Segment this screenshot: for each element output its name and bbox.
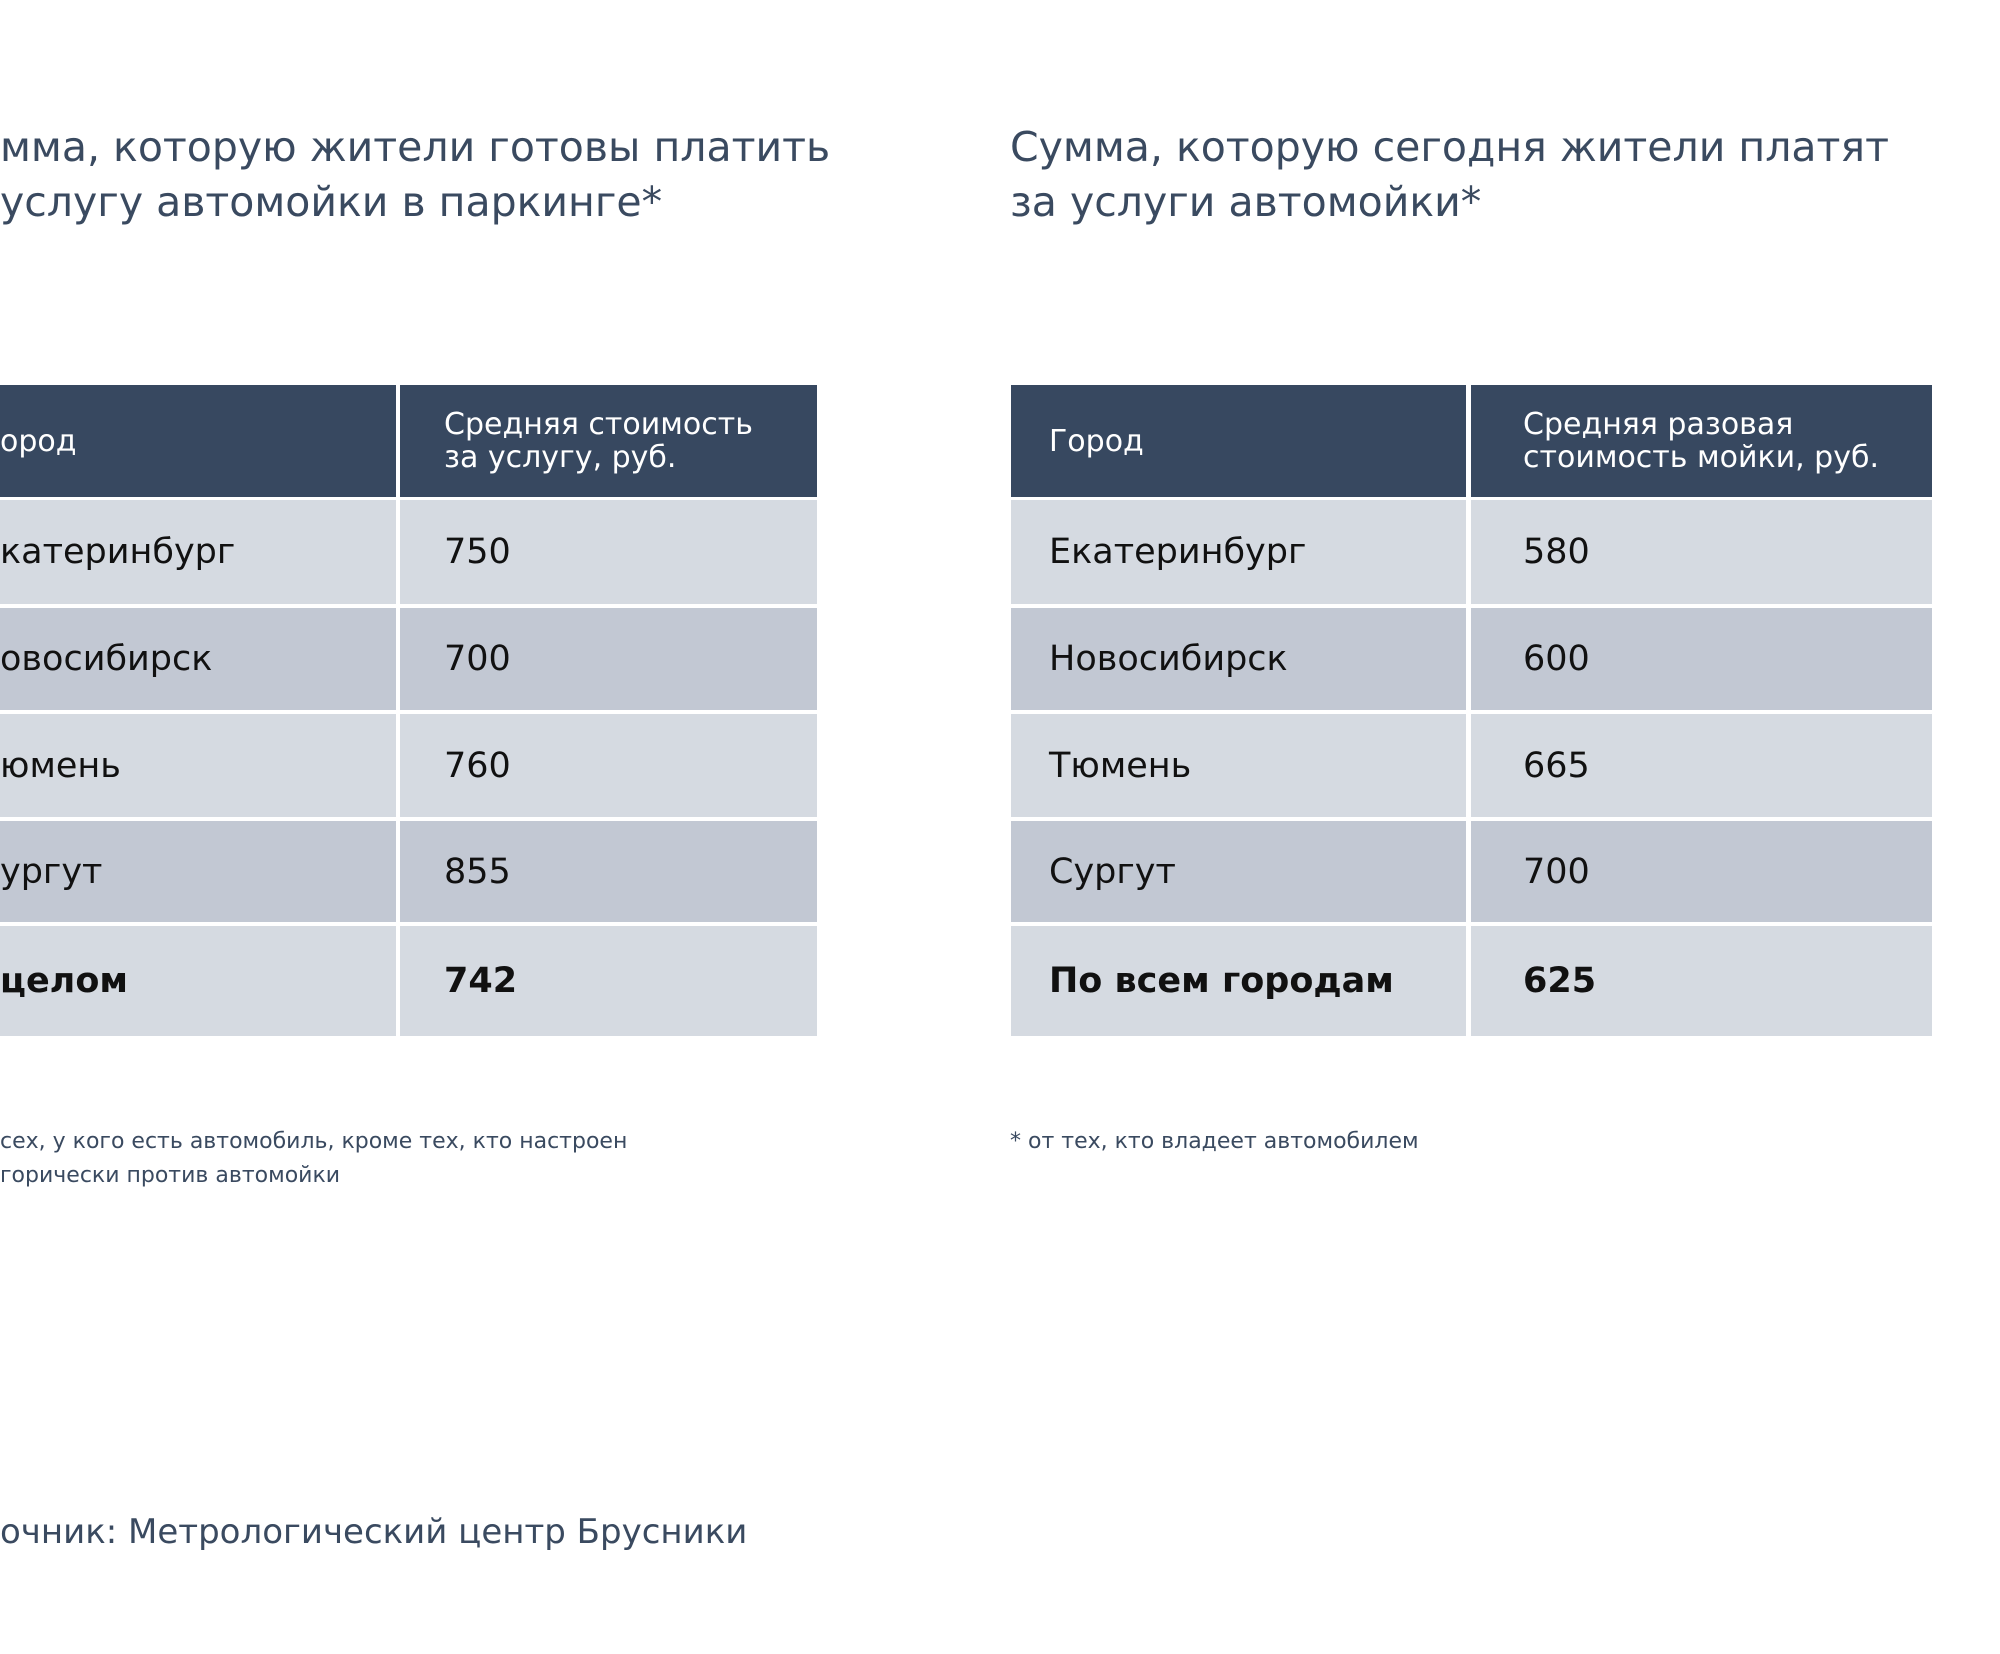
value-cell: 600	[1471, 608, 1932, 710]
value-cell: 855	[400, 821, 817, 922]
header-cell: Город	[1011, 385, 1466, 497]
footnote: сех, у кого есть автомобиль, кроме тех, …	[0, 1129, 628, 1154]
title: услугу автомойки в паркинге*	[0, 178, 663, 226]
value-cell: 700	[400, 608, 817, 710]
header-cell: ород	[0, 385, 396, 497]
city-cell: Тюмень	[1011, 714, 1466, 817]
city-cell: целом	[0, 926, 396, 1036]
city-cell: Новосибирск	[1011, 608, 1466, 710]
city-cell: По всем городам	[1011, 926, 1466, 1036]
city-cell: катеринбург	[0, 500, 396, 604]
header-cell: Средняя разовая стоимость мойки, руб.	[1471, 385, 1932, 497]
value-cell: 760	[400, 714, 817, 817]
title: мма, которую жители готовы платить	[0, 123, 831, 171]
city-cell: ургут	[0, 821, 396, 922]
value-cell: 625	[1471, 926, 1932, 1036]
value-cell: 750	[400, 500, 817, 604]
city-cell: овосибирск	[0, 608, 396, 710]
value-cell: 665	[1471, 714, 1932, 817]
footnote: * от тех, кто владеет автомобилем	[1010, 1129, 1419, 1154]
header-cell: Средняя стоимость за услугу, руб.	[400, 385, 817, 497]
city-cell: Сургут	[1011, 821, 1466, 922]
title: Сумма, которую сегодня жители платят	[1010, 123, 1889, 171]
value-cell: 700	[1471, 821, 1932, 922]
title: за услуги автомойки*	[1010, 178, 1482, 226]
footnote: горически против автомойки	[0, 1163, 341, 1188]
city-cell: юмень	[0, 714, 396, 817]
value-cell: 742	[400, 926, 817, 1036]
city-cell: Екатеринбург	[1011, 500, 1466, 604]
source: очник: Метрологический центр Брусники	[0, 1512, 748, 1552]
value-cell: 580	[1471, 500, 1932, 604]
